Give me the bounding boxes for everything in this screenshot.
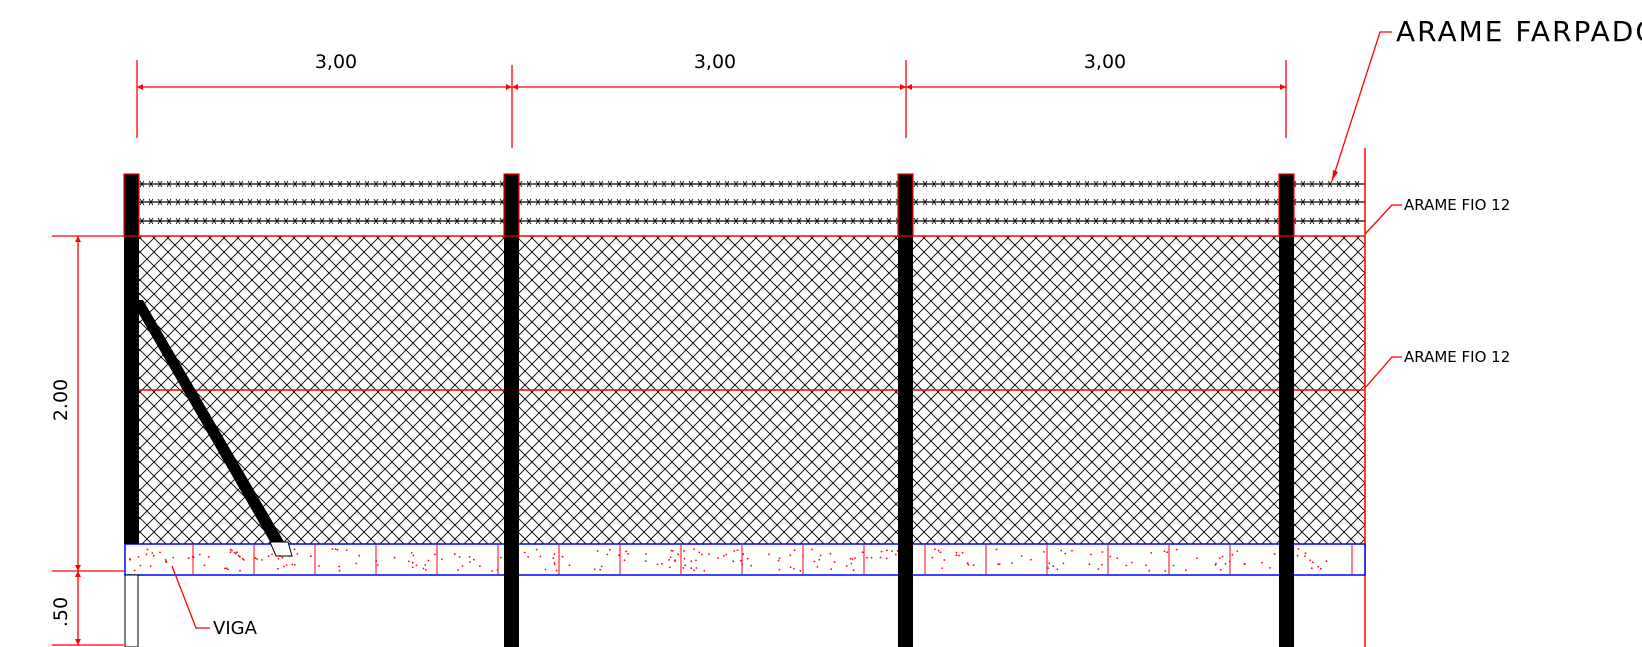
label-beam: VIGA (171, 565, 258, 639)
span-1-dimension: 3,00 (315, 51, 357, 73)
brace-foot (269, 541, 293, 557)
fence-height-dimension: 2.00 (50, 379, 72, 421)
beam-label: VIGA (213, 618, 258, 639)
diagonal-brace (131, 300, 286, 545)
wire-top-label: ARAME FIO 12 (1404, 196, 1510, 214)
post-4 (1278, 173, 1295, 647)
label-wire-mid: ARAME FIO 12 (1364, 348, 1510, 389)
span-2-dimension: 3,00 (694, 51, 736, 73)
label-wire-top: ARAME FIO 12 (1364, 196, 1510, 235)
post-1 (123, 173, 140, 647)
barbed-wire-label: ARAME FARPADO (1396, 15, 1642, 48)
wire-mid-label: ARAME FIO 12 (1404, 348, 1510, 366)
beam-height-dimension: .50 (50, 597, 72, 627)
barbed-wire-strands (131, 180, 1365, 225)
height-dimensions: 2.00 .50 (50, 235, 124, 646)
span-dimensions: 3,00 3,00 3,00 (136, 51, 1287, 148)
beam-dividers (192, 545, 1353, 574)
post-3 (897, 173, 914, 647)
post-2 (503, 173, 520, 647)
beam-viga (124, 543, 1366, 576)
label-barbed-wire: ARAME FARPADO (1331, 15, 1642, 182)
span-3-dimension: 3,00 (1084, 51, 1126, 73)
